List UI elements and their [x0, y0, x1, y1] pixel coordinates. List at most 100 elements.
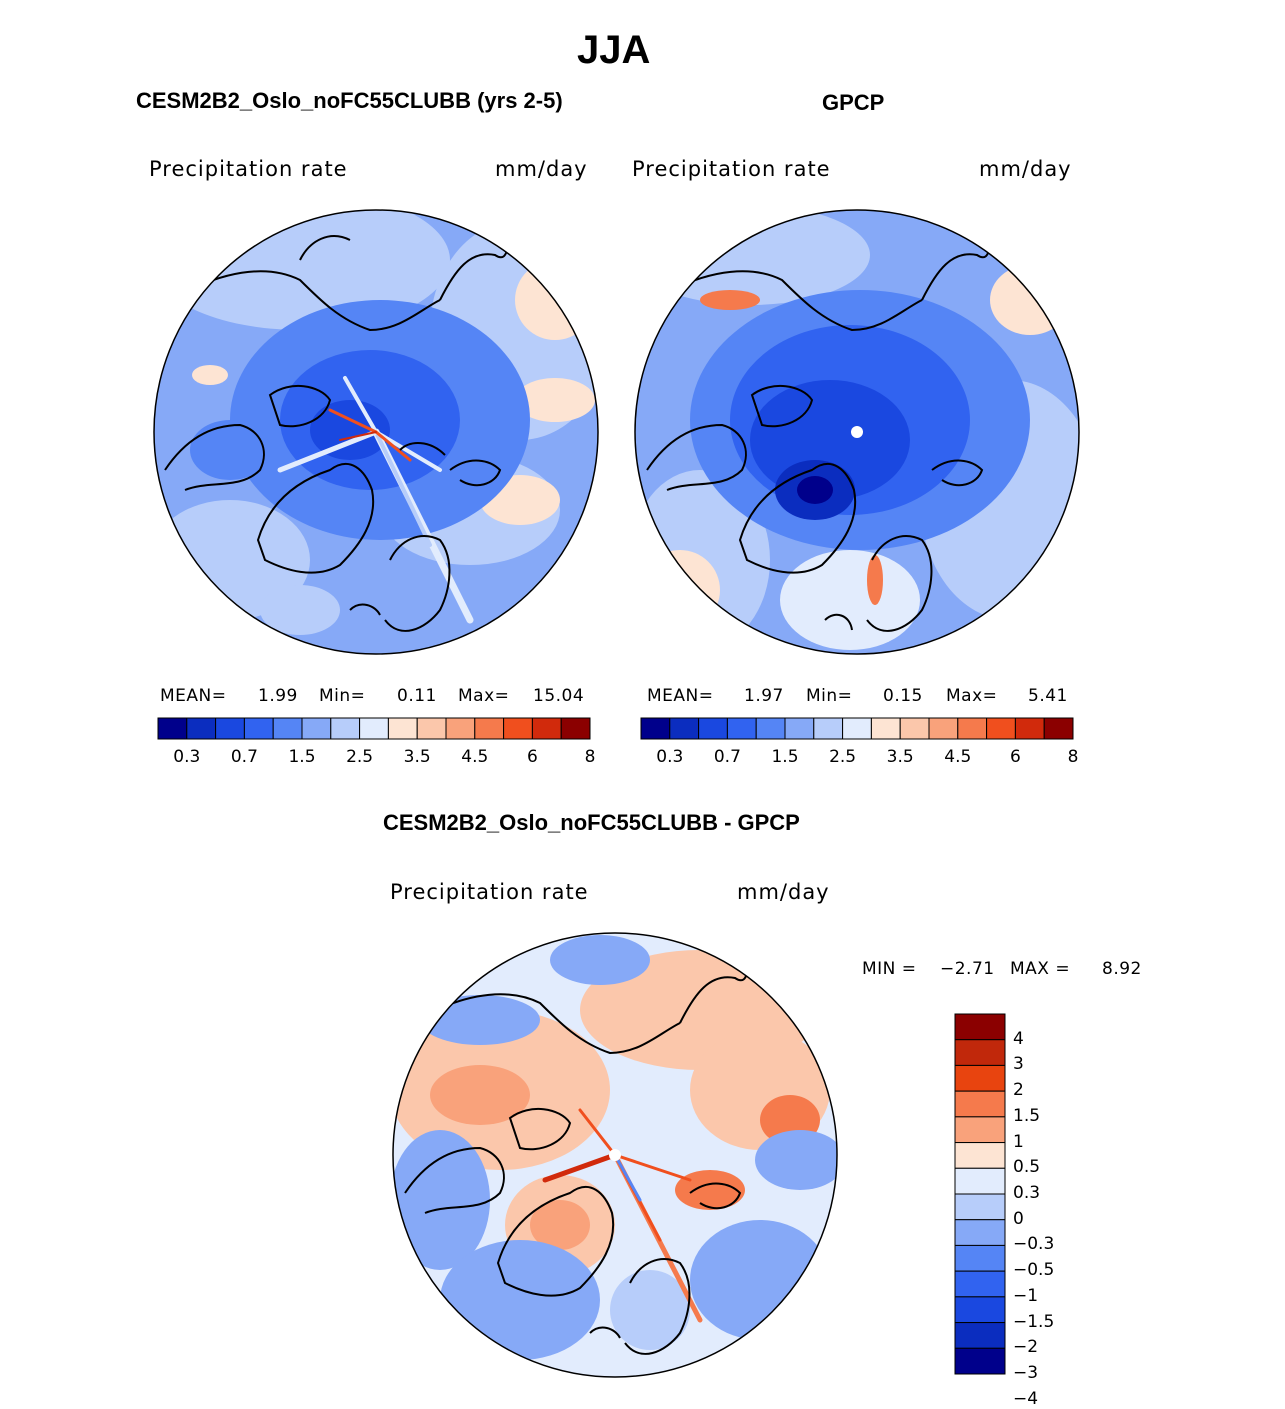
model-units-label: mm/day [495, 157, 588, 181]
diff-min-value: −2.71 [940, 959, 995, 979]
diff-colorbar-tick-label: −0.3 [1013, 1234, 1055, 1255]
diff-units-label: mm/day [737, 880, 830, 904]
obs-map-border [634, 209, 1080, 655]
diff-colorbar-tick-label: 3 [1013, 1054, 1024, 1075]
diff-colorbar-swatch [954, 1193, 1006, 1221]
diff-colorbar-swatch [954, 1167, 1006, 1195]
cb-model-tick-label: 4.5 [461, 747, 489, 767]
obs-colorbar [640, 717, 1074, 740]
cb-obs-swatch [899, 717, 930, 740]
cb-obs-swatch [986, 717, 1016, 740]
cb-model-tick-label: 1.5 [288, 747, 316, 767]
cb-model-swatch [301, 717, 332, 740]
diff-colorbar-swatch [954, 1270, 1006, 1298]
diff-colorbar-tick-label: 1.5 [1013, 1105, 1041, 1126]
cb-obs-tick-label: 2.5 [829, 747, 857, 767]
cb-model-swatch [387, 717, 418, 740]
cb-model-swatch [215, 717, 245, 740]
obs-mean-value: 1.97 [744, 686, 784, 706]
cb-obs-swatch [726, 717, 757, 740]
diff-colorbar-swatch [954, 1039, 1006, 1066]
model-colorbar [157, 717, 591, 740]
cb-obs-tick-label: 6 [1009, 747, 1021, 767]
figure-title: JJA [577, 28, 651, 72]
cb-obs-tick-label: 3.5 [886, 747, 914, 767]
cb-obs-tick-label: 4.5 [944, 747, 972, 767]
obs-min-value: 0.15 [883, 686, 923, 706]
cb-obs-swatch [870, 717, 901, 740]
diff-colorbar-swatch [954, 1090, 1006, 1118]
cb-model-swatch [474, 717, 505, 740]
diff-colorbar [954, 1013, 1006, 1375]
diff-variable-label: Precipitation rate [390, 880, 589, 904]
diff-colorbar-tick-label: −3 [1013, 1363, 1039, 1383]
cb-obs-swatch [784, 717, 815, 740]
diff-colorbar-tick-label: −0.5 [1013, 1260, 1055, 1281]
cb-obs-swatch [698, 717, 728, 740]
cb-model-swatch [157, 717, 188, 740]
cb-model-swatch [531, 717, 562, 740]
cb-model-tick-label: 6 [526, 747, 538, 767]
diff-map-border [392, 932, 838, 1378]
obs-panel-header: GPCP [822, 90, 885, 115]
diff-colorbar-swatch [954, 1296, 1006, 1324]
cb-obs-swatch [1014, 717, 1045, 740]
cb-obs-swatch [842, 717, 872, 740]
diff-pole-marker [609, 1149, 621, 1161]
model-mean-value: 1.99 [258, 686, 298, 706]
diff-colorbar-swatch [954, 1244, 1006, 1272]
model-mean-label: MEAN= [160, 686, 227, 706]
cb-model-swatch [503, 717, 533, 740]
cb-model-swatch [560, 717, 591, 740]
cb-obs-swatch [1043, 717, 1074, 740]
cb-model-swatch [330, 717, 361, 740]
obs-max-value: 5.41 [1028, 686, 1068, 706]
diff-colorbar-swatch [954, 1116, 1006, 1144]
model-min-label: Min= [319, 686, 366, 706]
diff-colorbar-tick-label: −1.5 [1013, 1311, 1055, 1332]
cb-obs-tick-label: 8 [1067, 747, 1079, 767]
cb-obs-swatch [669, 717, 700, 740]
diff-colorbar-swatch [954, 1142, 1006, 1169]
model-polar-map [153, 209, 599, 655]
model-min-value: 0.11 [397, 686, 437, 706]
cb-obs-tick-label: 0.3 [656, 747, 684, 767]
diff-colorbar-tick-label: 0.3 [1013, 1183, 1041, 1203]
obs-mean-label: MEAN= [647, 686, 714, 706]
model-max-value: 15.04 [533, 686, 585, 706]
diff-colorbar-swatch [954, 1013, 1006, 1041]
diff-colorbar-tick-label: 1 [1013, 1131, 1024, 1152]
diff-colorbar-tick-label: −1 [1013, 1285, 1039, 1306]
obs-max-label: Max= [946, 686, 998, 706]
diff-colorbar-tick-label: −2 [1013, 1337, 1039, 1358]
diff-colorbar-tick-label: −4 [1013, 1388, 1039, 1409]
obs-min-label: Min= [806, 686, 853, 706]
cb-model-tick-label: 2.5 [346, 747, 374, 767]
diff-colorbar-swatch [954, 1219, 1006, 1246]
model-max-label: Max= [458, 686, 510, 706]
cb-model-swatch [186, 717, 217, 740]
diff-colorbar-swatch [954, 1064, 1006, 1092]
cb-obs-swatch [928, 717, 959, 740]
cb-model-tick-label: 0.7 [230, 747, 258, 767]
cb-model-tick-label: 0.3 [173, 747, 201, 767]
diff-colorbar-tick-label: 4 [1013, 1028, 1024, 1049]
diff-colorbar-swatch [954, 1322, 1006, 1349]
obs-polar-map [634, 209, 1080, 655]
cb-obs-swatch [640, 717, 671, 740]
model-panel-header: CESM2B2_Oslo_noFC55CLUBB (yrs 2-5) [136, 88, 563, 113]
diff-colorbar-swatch [954, 1347, 1006, 1375]
cb-model-swatch [416, 717, 447, 740]
diff-polar-map [392, 932, 838, 1378]
cb-model-swatch [272, 717, 303, 740]
diff-max-value: 8.92 [1102, 959, 1142, 979]
cb-obs-swatch [957, 717, 988, 740]
model-map-border [153, 209, 599, 655]
cb-obs-swatch [755, 717, 786, 740]
obs-variable-label: Precipitation rate [632, 157, 831, 181]
cb-obs-tick-label: 1.5 [771, 747, 799, 767]
cb-model-tick-label: 8 [584, 747, 596, 767]
diff-colorbar-tick-label: 2 [1013, 1080, 1024, 1101]
diff-panel-header: CESM2B2_Oslo_noFC55CLUBB - GPCP [383, 810, 800, 835]
cb-obs-tick-label: 0.7 [713, 747, 741, 767]
